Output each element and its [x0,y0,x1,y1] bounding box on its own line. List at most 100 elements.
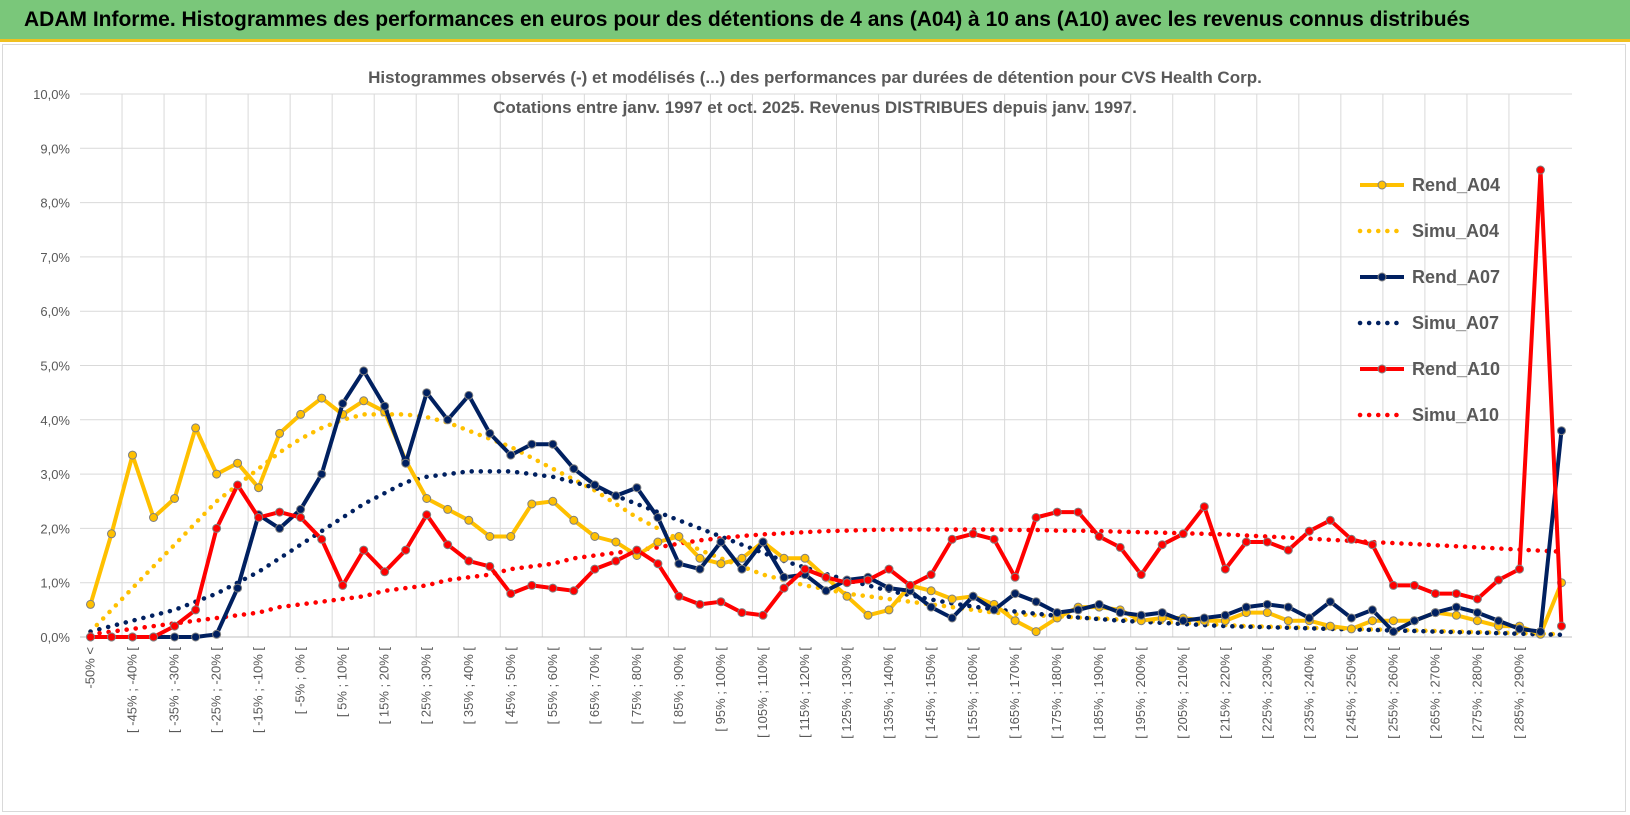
data-point [359,545,369,555]
data-point [569,586,579,596]
data-point [926,602,936,612]
data-point [1536,165,1545,175]
x-tick-label: [ 95% ; 100% [ [713,647,728,732]
data-point [1557,621,1566,631]
data-point [737,608,747,618]
data-point [632,483,642,493]
data-point [716,537,726,547]
data-point [443,540,453,550]
data-point [527,439,537,449]
data-point [1262,537,1272,547]
data-point [149,632,158,642]
data-point [674,559,684,569]
data-point [1136,570,1146,580]
data-point [1494,575,1503,585]
data-point [695,599,705,609]
data-point [212,469,222,479]
data-point [1388,627,1398,637]
data-point [674,591,684,601]
data-point [422,494,432,503]
data-point [443,415,453,425]
data-point [506,450,516,460]
data-point [1451,602,1461,612]
data-point [1472,594,1482,604]
data-point [1515,624,1524,634]
series-markers-rend-a10 [86,165,1566,642]
data-point [1199,613,1209,623]
data-point [1262,608,1272,618]
data-point [1115,608,1125,618]
y-tick-label: 5,0% [40,359,70,374]
x-tick-label: [ -45% ; -40% [ [125,647,140,733]
data-point [1494,616,1503,626]
data-point [254,483,264,493]
x-tick-label: [ 245% ; 250% [ [1343,647,1358,739]
x-tick-label: [ 15% ; 20% [ [377,647,392,725]
legend-marker-rend-a10 [1377,364,1387,374]
x-tick-label: [ -15% ; -10% [ [251,647,266,733]
data-point [968,591,978,601]
data-point [1262,599,1272,609]
data-point [485,428,495,438]
data-point [1325,621,1335,631]
data-point [464,556,474,566]
data-point [758,537,768,547]
legend-marker-rend-a07 [1377,272,1387,282]
data-point [128,450,137,460]
data-point [821,572,831,582]
data-point [275,428,285,438]
data-point [233,583,243,593]
legend-label-simu-a07: Simu_A07 [1412,313,1499,333]
y-tick-label: 7,0% [40,250,70,265]
series-markers-rend-a04 [86,393,1566,639]
data-point [170,494,180,503]
data-point [254,513,264,522]
data-point [737,553,747,563]
data-point [338,580,348,590]
data-point [548,583,558,593]
data-point [86,632,95,642]
data-point [611,491,621,501]
data-point [149,513,158,522]
data-point [359,366,369,376]
data-point [464,515,474,525]
data-point [800,564,810,574]
chart-title: Histogrammes observés (-) et modélisés (… [368,68,1262,87]
legend-label-rend-a07: Rend_A07 [1412,267,1500,287]
data-point [443,504,453,514]
series-line-simu-a10 [88,527,1564,637]
data-point [317,393,327,403]
data-point [1157,608,1167,618]
data-point [1557,426,1566,436]
data-point [863,575,873,585]
x-tick-label: [ 135% ; 140% [ [881,647,896,739]
data-point [1409,580,1419,590]
x-tick-label: [ 115% ; 120% [ [797,647,812,738]
data-point [191,605,201,615]
x-tick-label: [ 55% ; 60% [ [545,647,560,725]
data-point [1094,532,1104,541]
data-point [548,439,558,449]
data-point [695,553,705,563]
data-point [800,553,810,563]
data-point [275,507,285,517]
data-point [1136,610,1146,620]
data-point [590,480,600,490]
data-point [380,401,390,411]
x-tick-label: -50% < [83,647,98,689]
data-point [1178,616,1188,626]
data-point [107,632,116,642]
data-point [338,399,348,408]
data-point [506,589,516,599]
x-tick-label: [ 75% ; 80% [ [629,647,644,725]
data-point [758,610,768,620]
data-point [170,632,180,642]
x-tick-label: [ 35% ; 40% [ [461,647,476,725]
data-point [674,532,684,541]
data-point [1220,564,1230,574]
data-point [1241,537,1251,547]
data-point [1031,513,1041,522]
data-point [359,396,369,406]
x-tick-label: [ 275% ; 280% [ [1469,647,1484,739]
